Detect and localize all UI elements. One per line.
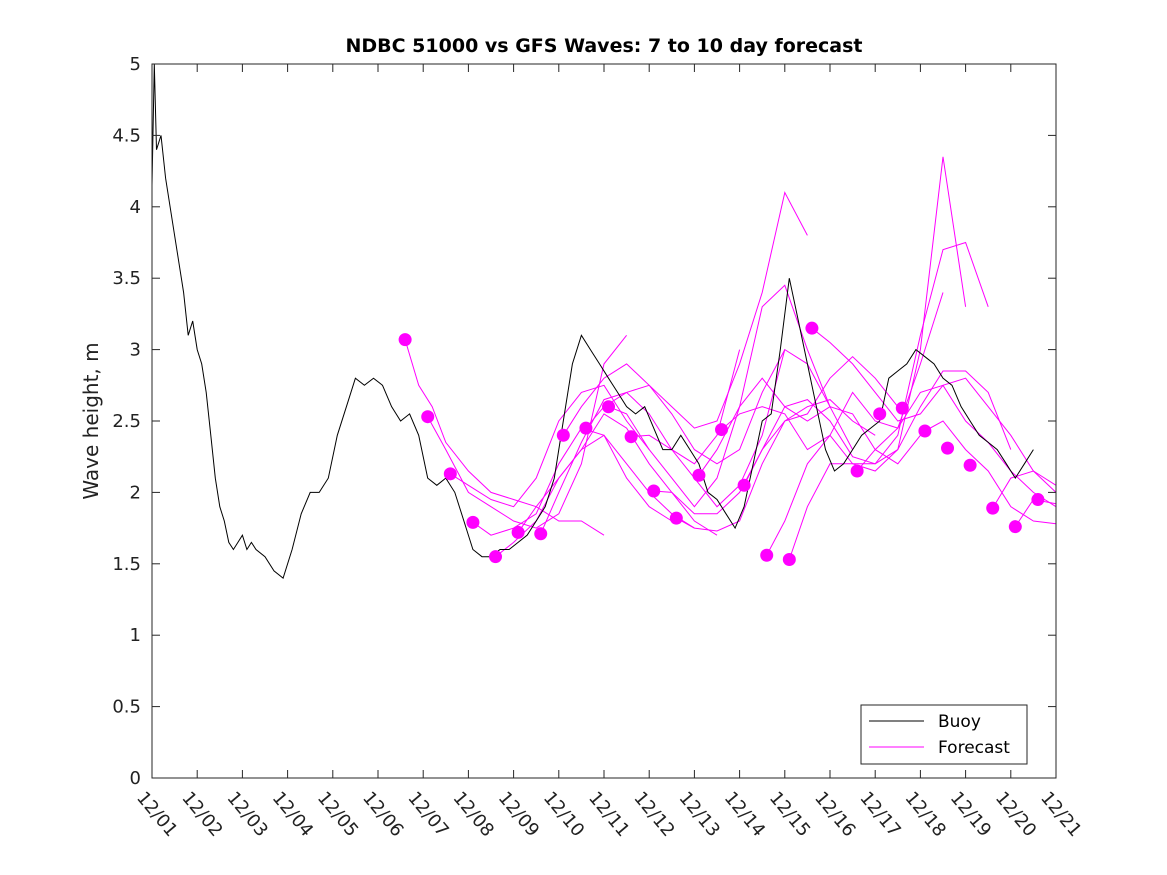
forecast-series-line xyxy=(992,470,1057,509)
y-tick-label: 4.5 xyxy=(112,125,141,146)
buoy-line-group xyxy=(151,63,1034,579)
forecast-series-line xyxy=(608,284,831,508)
legend: Buoy Forecast xyxy=(860,704,1028,765)
forecast-series-line xyxy=(404,339,605,536)
forecast-marker xyxy=(1008,520,1022,534)
forecast-marker xyxy=(669,511,683,525)
forecast-marker xyxy=(647,484,661,498)
forecast-marker xyxy=(941,441,955,455)
forecast-series-line xyxy=(562,349,786,465)
legend-buoy-label: Buoy xyxy=(938,712,981,732)
y-axis-label: Wave height, m xyxy=(79,342,103,499)
y-tick-label: 0.5 xyxy=(112,697,141,718)
forecast-series-line xyxy=(766,241,989,556)
y-tick-label: 0 xyxy=(130,768,141,789)
forecast-marker xyxy=(895,401,909,415)
forecast-series-line xyxy=(427,334,627,529)
y-tick-label: 1.5 xyxy=(112,554,141,575)
y-tick-label: 2.5 xyxy=(112,411,141,432)
forecast-marker xyxy=(534,527,548,541)
forecast-series-line xyxy=(811,327,1057,493)
forecast-marker xyxy=(556,428,570,442)
forecast-marker xyxy=(421,410,435,424)
forecast-marker xyxy=(602,400,616,414)
y-tick-label: 5 xyxy=(130,54,141,75)
forecast-series-line xyxy=(924,420,1057,525)
forecast-marker xyxy=(963,458,977,472)
y-tick-label: 2 xyxy=(130,482,141,503)
forecast-marker xyxy=(715,423,729,437)
forecast-marker xyxy=(918,424,932,438)
forecast-marker xyxy=(760,548,774,562)
forecast-markers xyxy=(398,321,1045,567)
forecast-marker xyxy=(398,333,412,347)
forecast-marker xyxy=(511,525,525,539)
forecast-series-line xyxy=(540,349,741,535)
forecast-series-line xyxy=(585,191,808,429)
forecast-marker xyxy=(624,430,638,444)
forecast-series-line xyxy=(856,384,1057,508)
plot-area xyxy=(152,64,1056,778)
forecast-marker xyxy=(737,478,751,492)
y-tick-label: 3 xyxy=(130,340,141,361)
forecast-series-line xyxy=(743,156,967,486)
forecast-series-line xyxy=(676,356,899,532)
forecast-marker xyxy=(986,501,1000,515)
forecast-marker xyxy=(443,467,457,481)
forecast-marker xyxy=(466,515,480,529)
forecast-marker xyxy=(873,407,887,421)
forecast-marker xyxy=(782,553,796,567)
y-axis: 0 0.5 1 1.5 2 2.5 3 3.5 4 4.5 5 xyxy=(112,54,1056,789)
legend-box xyxy=(860,704,1028,765)
forecast-marker xyxy=(579,421,593,435)
forecast-series-line xyxy=(788,370,1012,560)
legend-forecast-label: Forecast xyxy=(938,738,1010,758)
forecast-marker xyxy=(692,468,706,482)
forecast-marker xyxy=(805,321,819,335)
forecast-marker xyxy=(1031,493,1045,507)
y-tick-label: 4 xyxy=(130,197,141,218)
chart-title: NDBC 51000 vs GFS Waves: 7 to 10 day for… xyxy=(345,35,862,57)
forecast-series-line xyxy=(450,384,650,508)
y-tick-label: 1 xyxy=(130,625,141,646)
forecast-series-line xyxy=(517,413,718,536)
y-tick-label: 3.5 xyxy=(112,268,141,289)
buoy-series-line xyxy=(151,63,1034,579)
forecast-series-line xyxy=(472,427,673,536)
forecast-series-line xyxy=(495,434,695,558)
forecast-marker xyxy=(489,550,503,564)
forecast-marker xyxy=(850,464,864,478)
